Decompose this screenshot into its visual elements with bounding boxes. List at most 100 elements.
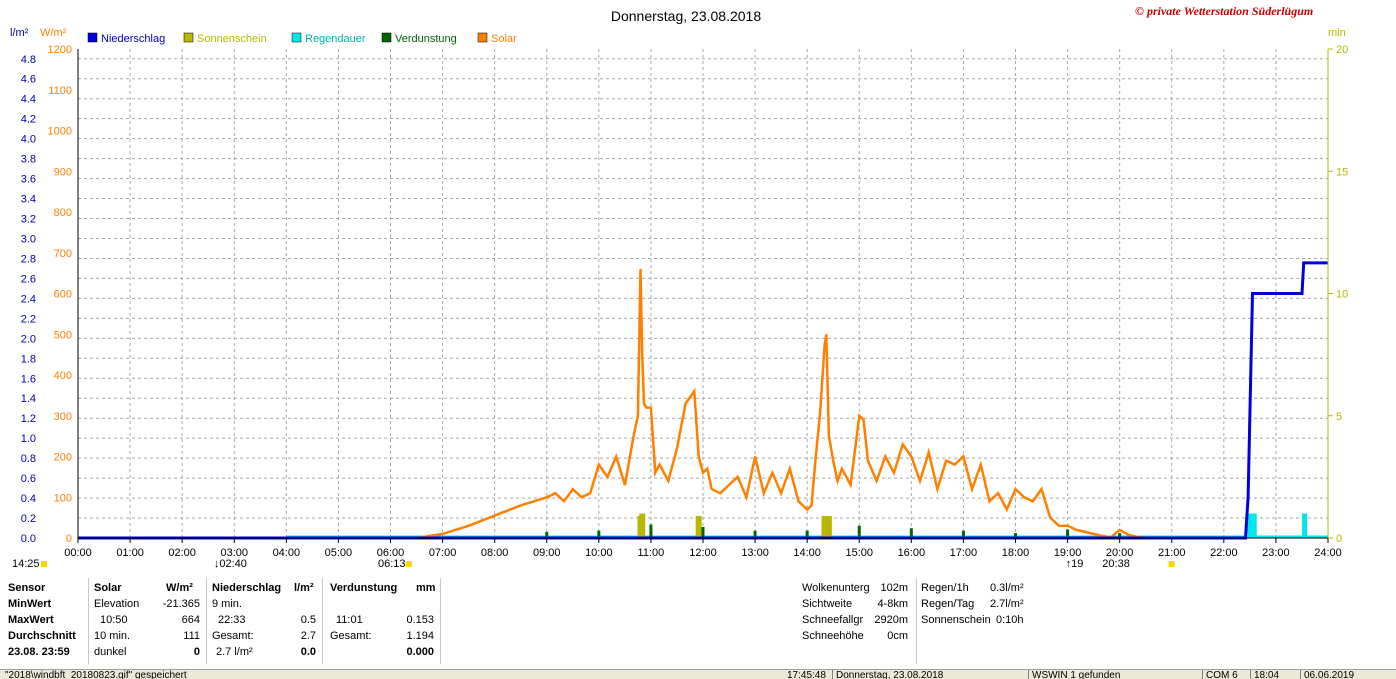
solar-min-label: Elevation bbox=[94, 598, 140, 610]
sun-marker-icon bbox=[41, 561, 47, 567]
solar-tick-label: 300 bbox=[54, 411, 72, 423]
x-tick-label: 17:00 bbox=[950, 547, 978, 559]
solar-header: Solar bbox=[94, 582, 122, 594]
info-right-panel: Regen/1h 0.3l/m² Regen/Tag 2.7l/m² Sonnens… bbox=[916, 578, 1025, 664]
precip-tick-label: 0.6 bbox=[21, 473, 36, 485]
x-tick-label: 12:00 bbox=[689, 547, 717, 559]
x-tick-label: 11:00 bbox=[638, 547, 665, 559]
precip-tick-label: 0.0 bbox=[21, 533, 36, 545]
solar-last-value: 0 bbox=[193, 646, 200, 658]
precip-tick-label: 1.6 bbox=[21, 373, 36, 385]
regen-1h-label: Regen/1h bbox=[921, 582, 969, 594]
legend-swatch bbox=[477, 32, 488, 43]
precip-tick-label: 2.8 bbox=[21, 253, 36, 265]
legend-swatch bbox=[381, 32, 392, 43]
solar-tick-label: 100 bbox=[54, 492, 72, 504]
weather-chart: 00:00 01:00 02:00 03:00 04:00 05:00 06:00 07:00… bbox=[10, 8, 1348, 570]
sichtweite-value: 4-8km bbox=[877, 598, 908, 610]
x-tick-label: 18:00 bbox=[1002, 547, 1030, 559]
legend-swatch bbox=[291, 32, 302, 43]
sensor-header: Sensor bbox=[8, 582, 46, 594]
schneefallgr-value: 2920m bbox=[874, 614, 908, 626]
solar-avg-value: 111 bbox=[183, 630, 200, 642]
verdunstung-bar bbox=[1118, 533, 1122, 538]
status-date: Donnerstag, 23.08.2018 bbox=[832, 670, 1026, 679]
status-file: "2018\windbft_20180823.gif" gespeichert bbox=[5, 670, 187, 679]
precip-tick-label: 4.6 bbox=[21, 74, 36, 86]
precip-tick-label: 1.2 bbox=[21, 413, 36, 425]
legend-swatch bbox=[87, 32, 98, 43]
sunrise-label: 06:13 bbox=[378, 558, 406, 570]
sonnenschein-label: Sonnenschein bbox=[921, 614, 991, 626]
sonnenschein-bar bbox=[821, 515, 828, 538]
solar-tick-label: 700 bbox=[54, 248, 72, 260]
solar-tick-label: 400 bbox=[54, 370, 72, 382]
precip-tick-label: 4.0 bbox=[21, 134, 36, 146]
verdunstung-bar bbox=[753, 530, 757, 538]
niederschlag-last-value: 0.0 bbox=[300, 646, 316, 658]
precip-tick-label: 4.8 bbox=[21, 54, 36, 66]
x-tick-label: 07:00 bbox=[429, 547, 457, 559]
right-tick-label: 10 bbox=[1336, 289, 1348, 301]
verdunstung-header: Verdunstung bbox=[330, 582, 398, 594]
sonnenschein-bar bbox=[825, 515, 832, 538]
legend-label: Sonnenschein bbox=[197, 33, 267, 45]
precip-tick-label: 1.0 bbox=[21, 433, 36, 445]
regen-tag-value: 2.7l/m² bbox=[990, 598, 1024, 610]
sunset-label: 20:38 bbox=[1102, 558, 1130, 570]
regen-1h-value: 0.3l/m² bbox=[990, 582, 1024, 594]
verdunstung-bar bbox=[805, 530, 809, 538]
x-tick-label: 24:00 bbox=[1314, 547, 1342, 559]
x-tick-label: 00:00 bbox=[64, 547, 92, 559]
solar-tick-label: 1100 bbox=[48, 85, 72, 97]
legend-label: Verdunstung bbox=[395, 33, 457, 45]
x-tick-label: 02:00 bbox=[168, 547, 196, 559]
right-tick-label: 0 bbox=[1336, 533, 1342, 545]
niederschlag-avg-label: Gesamt: bbox=[212, 630, 254, 642]
precip-tick-label: 0.4 bbox=[21, 493, 36, 505]
solar-tick-label: 1000 bbox=[48, 126, 72, 138]
right-tick-label: 15 bbox=[1336, 166, 1348, 178]
solar-tick-label: 900 bbox=[54, 166, 72, 178]
solar-max-time: 10:50 bbox=[100, 614, 128, 626]
solar-last-label: dunkel bbox=[94, 646, 127, 658]
x-tick-label: 20:00 bbox=[1106, 547, 1134, 559]
sonnenschein-bar bbox=[639, 513, 646, 538]
sichtweite-label: Sichtweite bbox=[802, 598, 853, 610]
x-tick-label: 23:00 bbox=[1262, 547, 1290, 559]
precip-tick-label: 0.8 bbox=[21, 453, 36, 465]
precip-tick-label: 2.0 bbox=[21, 333, 36, 345]
wolkenunterg-value: 102m bbox=[880, 582, 908, 594]
sunset-marker-icon bbox=[1168, 561, 1175, 567]
maxwert-label: MaxWert bbox=[8, 614, 54, 626]
current-datetime-label: 23.08. 23:59 bbox=[8, 646, 70, 658]
precip-tick-label: 3.6 bbox=[21, 174, 36, 186]
daylength-label: 14:25 bbox=[12, 558, 40, 570]
solar-tick-label: 0 bbox=[66, 533, 72, 545]
status-com: COM 6 bbox=[1202, 670, 1250, 679]
solar-tick-label: 1200 bbox=[48, 44, 72, 56]
niederschlag-line bbox=[78, 261, 1328, 540]
chart-axes bbox=[77, 48, 1333, 543]
wolkenunterg-label: Wolkenunterg bbox=[802, 582, 870, 594]
verdunstung-bar bbox=[1014, 533, 1017, 538]
precip-tick-label: 0.2 bbox=[21, 513, 36, 525]
stats-niederschlag-column: Niederschlag l/m² 9 min. 22:33 0.5 Gesamt:… bbox=[206, 578, 323, 664]
chart-title: Donnerstag, 23.08.2018 bbox=[611, 8, 761, 24]
solar-tick-label: 200 bbox=[54, 452, 72, 464]
niederschlag-last-label: 2.7 l/m² bbox=[216, 646, 253, 658]
solar-unit: W/m² bbox=[166, 582, 193, 594]
solar-max-value: 664 bbox=[181, 614, 200, 626]
niederschlag-min-label: 9 min. bbox=[212, 598, 242, 610]
solar-avg-label: 10 min. bbox=[94, 630, 131, 642]
precip-tick-label: 2.6 bbox=[21, 273, 36, 285]
schneehoehe-value: 0cm bbox=[887, 630, 908, 642]
precip-tick-label: 1.8 bbox=[21, 353, 36, 365]
precip-tick-label: 3.2 bbox=[21, 214, 36, 226]
verdunstung-bar bbox=[701, 526, 705, 538]
x-tick-label: 04:00 bbox=[273, 547, 301, 559]
x-tick-label: 01:00 bbox=[116, 547, 144, 559]
x-tick-label: 16:00 bbox=[898, 547, 926, 559]
verdunstung-bar bbox=[597, 530, 601, 538]
solar-min-value: -21.365 bbox=[162, 598, 200, 610]
